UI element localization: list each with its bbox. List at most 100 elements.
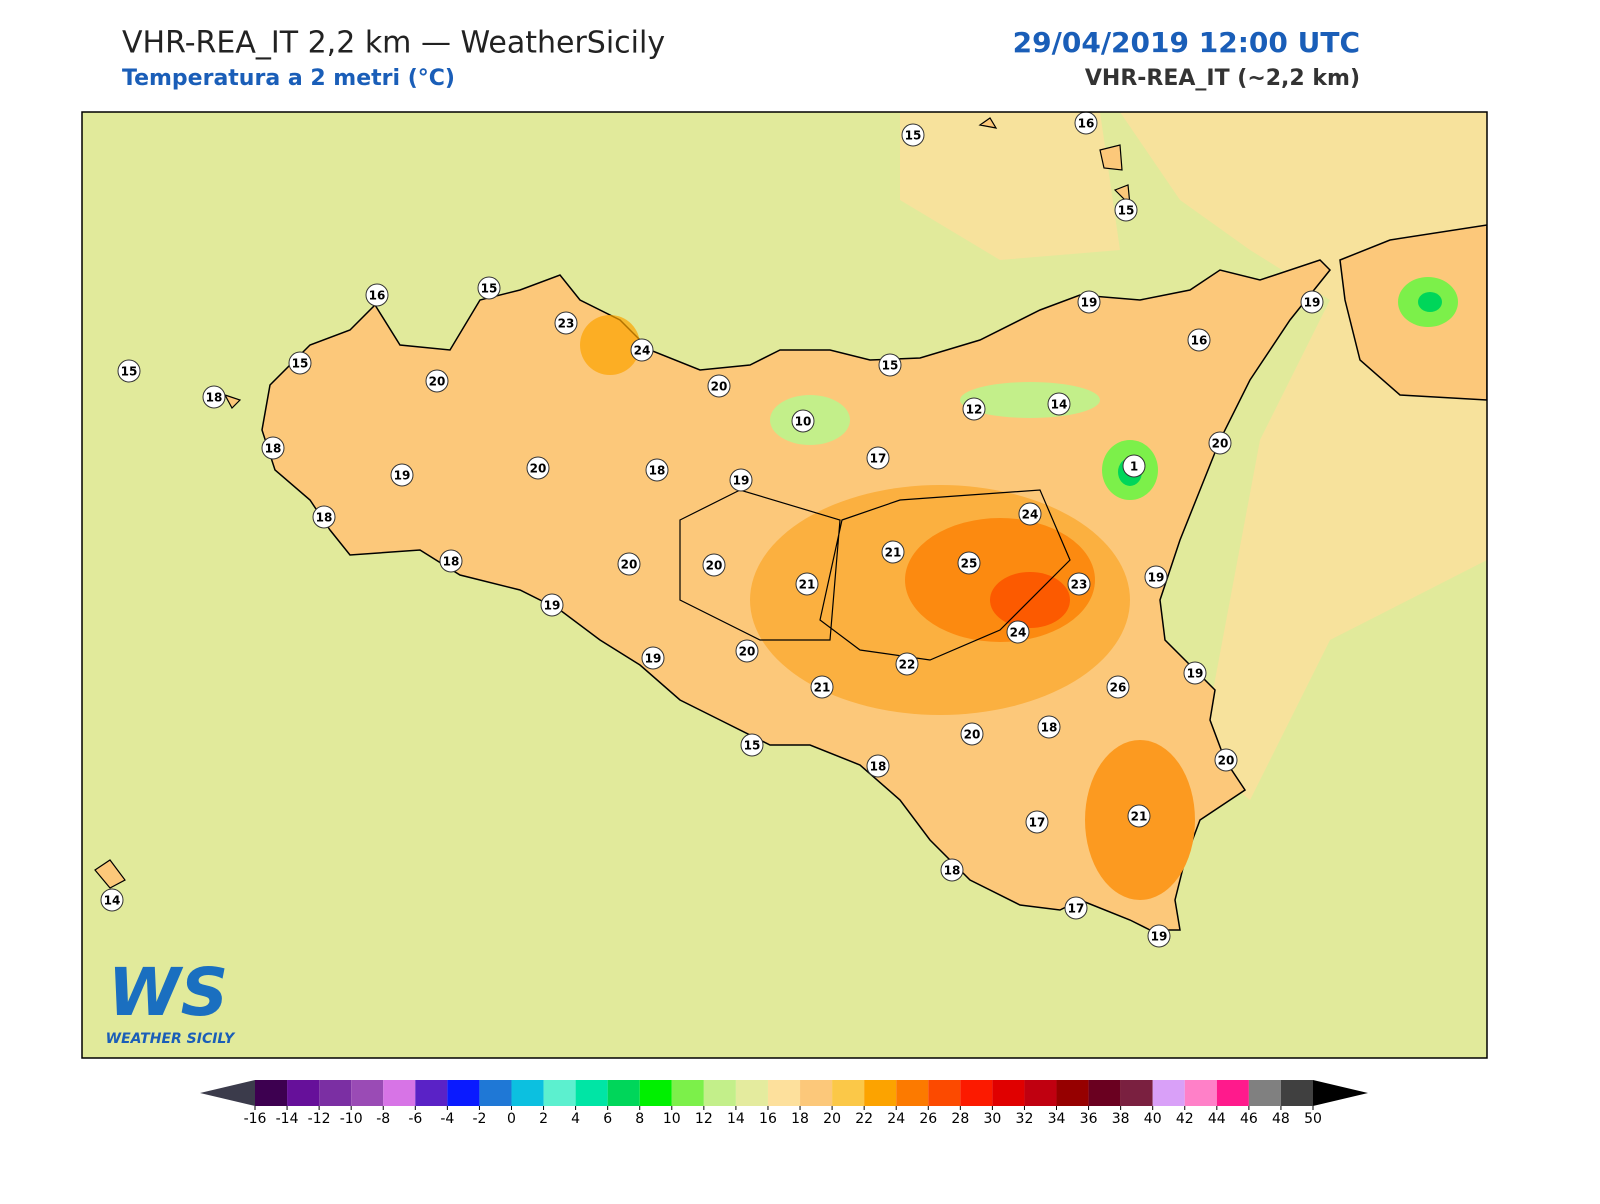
station-value: 20 — [711, 380, 728, 394]
colorbar-bin — [1248, 1080, 1281, 1106]
station-marker — [866, 446, 890, 470]
station-value: 25 — [961, 557, 978, 571]
station-marker — [439, 549, 463, 573]
cool-core — [1418, 292, 1442, 312]
colorbar-tick-label: 24 — [887, 1111, 905, 1127]
station-value: 24 — [1022, 508, 1039, 522]
station-marker — [261, 436, 285, 460]
station-value: 14 — [1051, 398, 1068, 412]
station-value: 18 — [443, 555, 460, 569]
colorbar-tick-label: 28 — [951, 1111, 969, 1127]
station-value: 15 — [1118, 204, 1135, 218]
station-value: 20 — [706, 559, 723, 573]
station-value: 24 — [634, 344, 651, 358]
colorbar-tick-label: 30 — [983, 1111, 1001, 1127]
colorbar-bin — [639, 1080, 672, 1106]
station-value: 19 — [645, 652, 662, 666]
colorbar-tick-label: -12 — [308, 1111, 331, 1127]
station-value: 10 — [795, 415, 812, 429]
station-marker — [901, 123, 925, 147]
station-value: 19 — [394, 469, 411, 483]
colorbar-over — [1313, 1080, 1368, 1106]
station-marker — [1074, 112, 1098, 135]
station-marker — [895, 652, 919, 676]
station-value: 1 — [1130, 460, 1138, 474]
colorbar-bin — [864, 1080, 897, 1106]
station-marker — [202, 385, 226, 409]
colorbar-tick-label: 6 — [603, 1111, 612, 1127]
colorbar-tick-label: -6 — [408, 1111, 422, 1127]
colorbar-tick-label: 12 — [695, 1111, 713, 1127]
islands — [94, 117, 1131, 889]
station-marker — [425, 369, 449, 393]
station-value: 19 — [544, 599, 561, 613]
station-value: 20 — [1212, 437, 1229, 451]
model-name: VHR-REA_IT (~2,2 km) — [1085, 66, 1360, 91]
station-marker — [540, 593, 564, 617]
station-value: 18 — [1041, 721, 1058, 735]
station-marker — [1037, 715, 1061, 739]
station-marker — [878, 353, 902, 377]
station-marker — [1067, 572, 1091, 596]
colorbar-tick-label: 26 — [919, 1111, 937, 1127]
colorbar-bin — [832, 1080, 865, 1106]
valid-time: 29/04/2019 12:00 UTC — [1013, 26, 1360, 59]
colorbar-tick-label: 8 — [635, 1111, 644, 1127]
station-value: 15 — [481, 282, 498, 296]
colorbar-tick-label: 44 — [1208, 1111, 1226, 1127]
station-value: 22 — [899, 658, 916, 672]
hot-area — [905, 518, 1095, 642]
station-value: 15 — [905, 129, 922, 143]
station-value: 19 — [1151, 930, 1168, 944]
station-value: 12 — [966, 403, 983, 417]
colorbar-under — [200, 1080, 255, 1106]
station-marker — [526, 456, 550, 480]
colorbar-tick-label: 10 — [663, 1111, 681, 1127]
station-marker — [866, 754, 890, 778]
station-marker — [117, 359, 141, 383]
colorbar-bin — [351, 1080, 384, 1106]
station-value: 24 — [1010, 626, 1027, 640]
station-value: 17 — [1029, 816, 1046, 830]
colorbar-tick-label: -10 — [340, 1111, 363, 1127]
station-marker — [791, 409, 815, 433]
station-value: 15 — [292, 357, 309, 371]
station-value: 16 — [1078, 117, 1095, 131]
colorbar-bin — [607, 1080, 640, 1106]
warm-area — [580, 315, 640, 375]
station-marker — [477, 276, 501, 300]
station-marker — [1018, 502, 1042, 526]
station-value: 18 — [206, 391, 223, 405]
station-value: 21 — [799, 578, 816, 592]
station-value: 18 — [649, 464, 666, 478]
station-marker — [312, 505, 336, 529]
station-value: 26 — [1110, 681, 1127, 695]
colorbar-tick-label: -14 — [276, 1111, 299, 1127]
colorbar-tick-label: 4 — [571, 1111, 580, 1127]
logo-initials: WS — [108, 954, 228, 1031]
station-marker — [735, 639, 759, 663]
station-marker — [554, 311, 578, 335]
colorbar-bin — [383, 1080, 416, 1106]
station-value: 15 — [882, 359, 899, 373]
station-marker — [810, 675, 834, 699]
station-marker — [288, 351, 312, 375]
station-value: 16 — [369, 289, 386, 303]
station-marker — [962, 397, 986, 421]
station-marker — [707, 374, 731, 398]
station-marker — [365, 283, 389, 307]
colorbar-bin — [415, 1080, 448, 1106]
station-marker — [1025, 810, 1049, 834]
station-value: 19 — [1304, 296, 1321, 310]
colorbar-tick-label: 16 — [759, 1111, 777, 1127]
colorbar-tick-label: 40 — [1144, 1111, 1162, 1127]
station-marker — [729, 468, 753, 492]
colorbar-bin — [1216, 1080, 1249, 1106]
station-value: 20 — [530, 462, 547, 476]
colorbar-bin — [1056, 1080, 1089, 1106]
station-marker — [1187, 328, 1211, 352]
station-marker — [1183, 661, 1207, 685]
stations: 15 16 15 16 15 23 24 15 15 18 20 20 15 19 19 16 12 14 10 18… — [100, 112, 1324, 948]
